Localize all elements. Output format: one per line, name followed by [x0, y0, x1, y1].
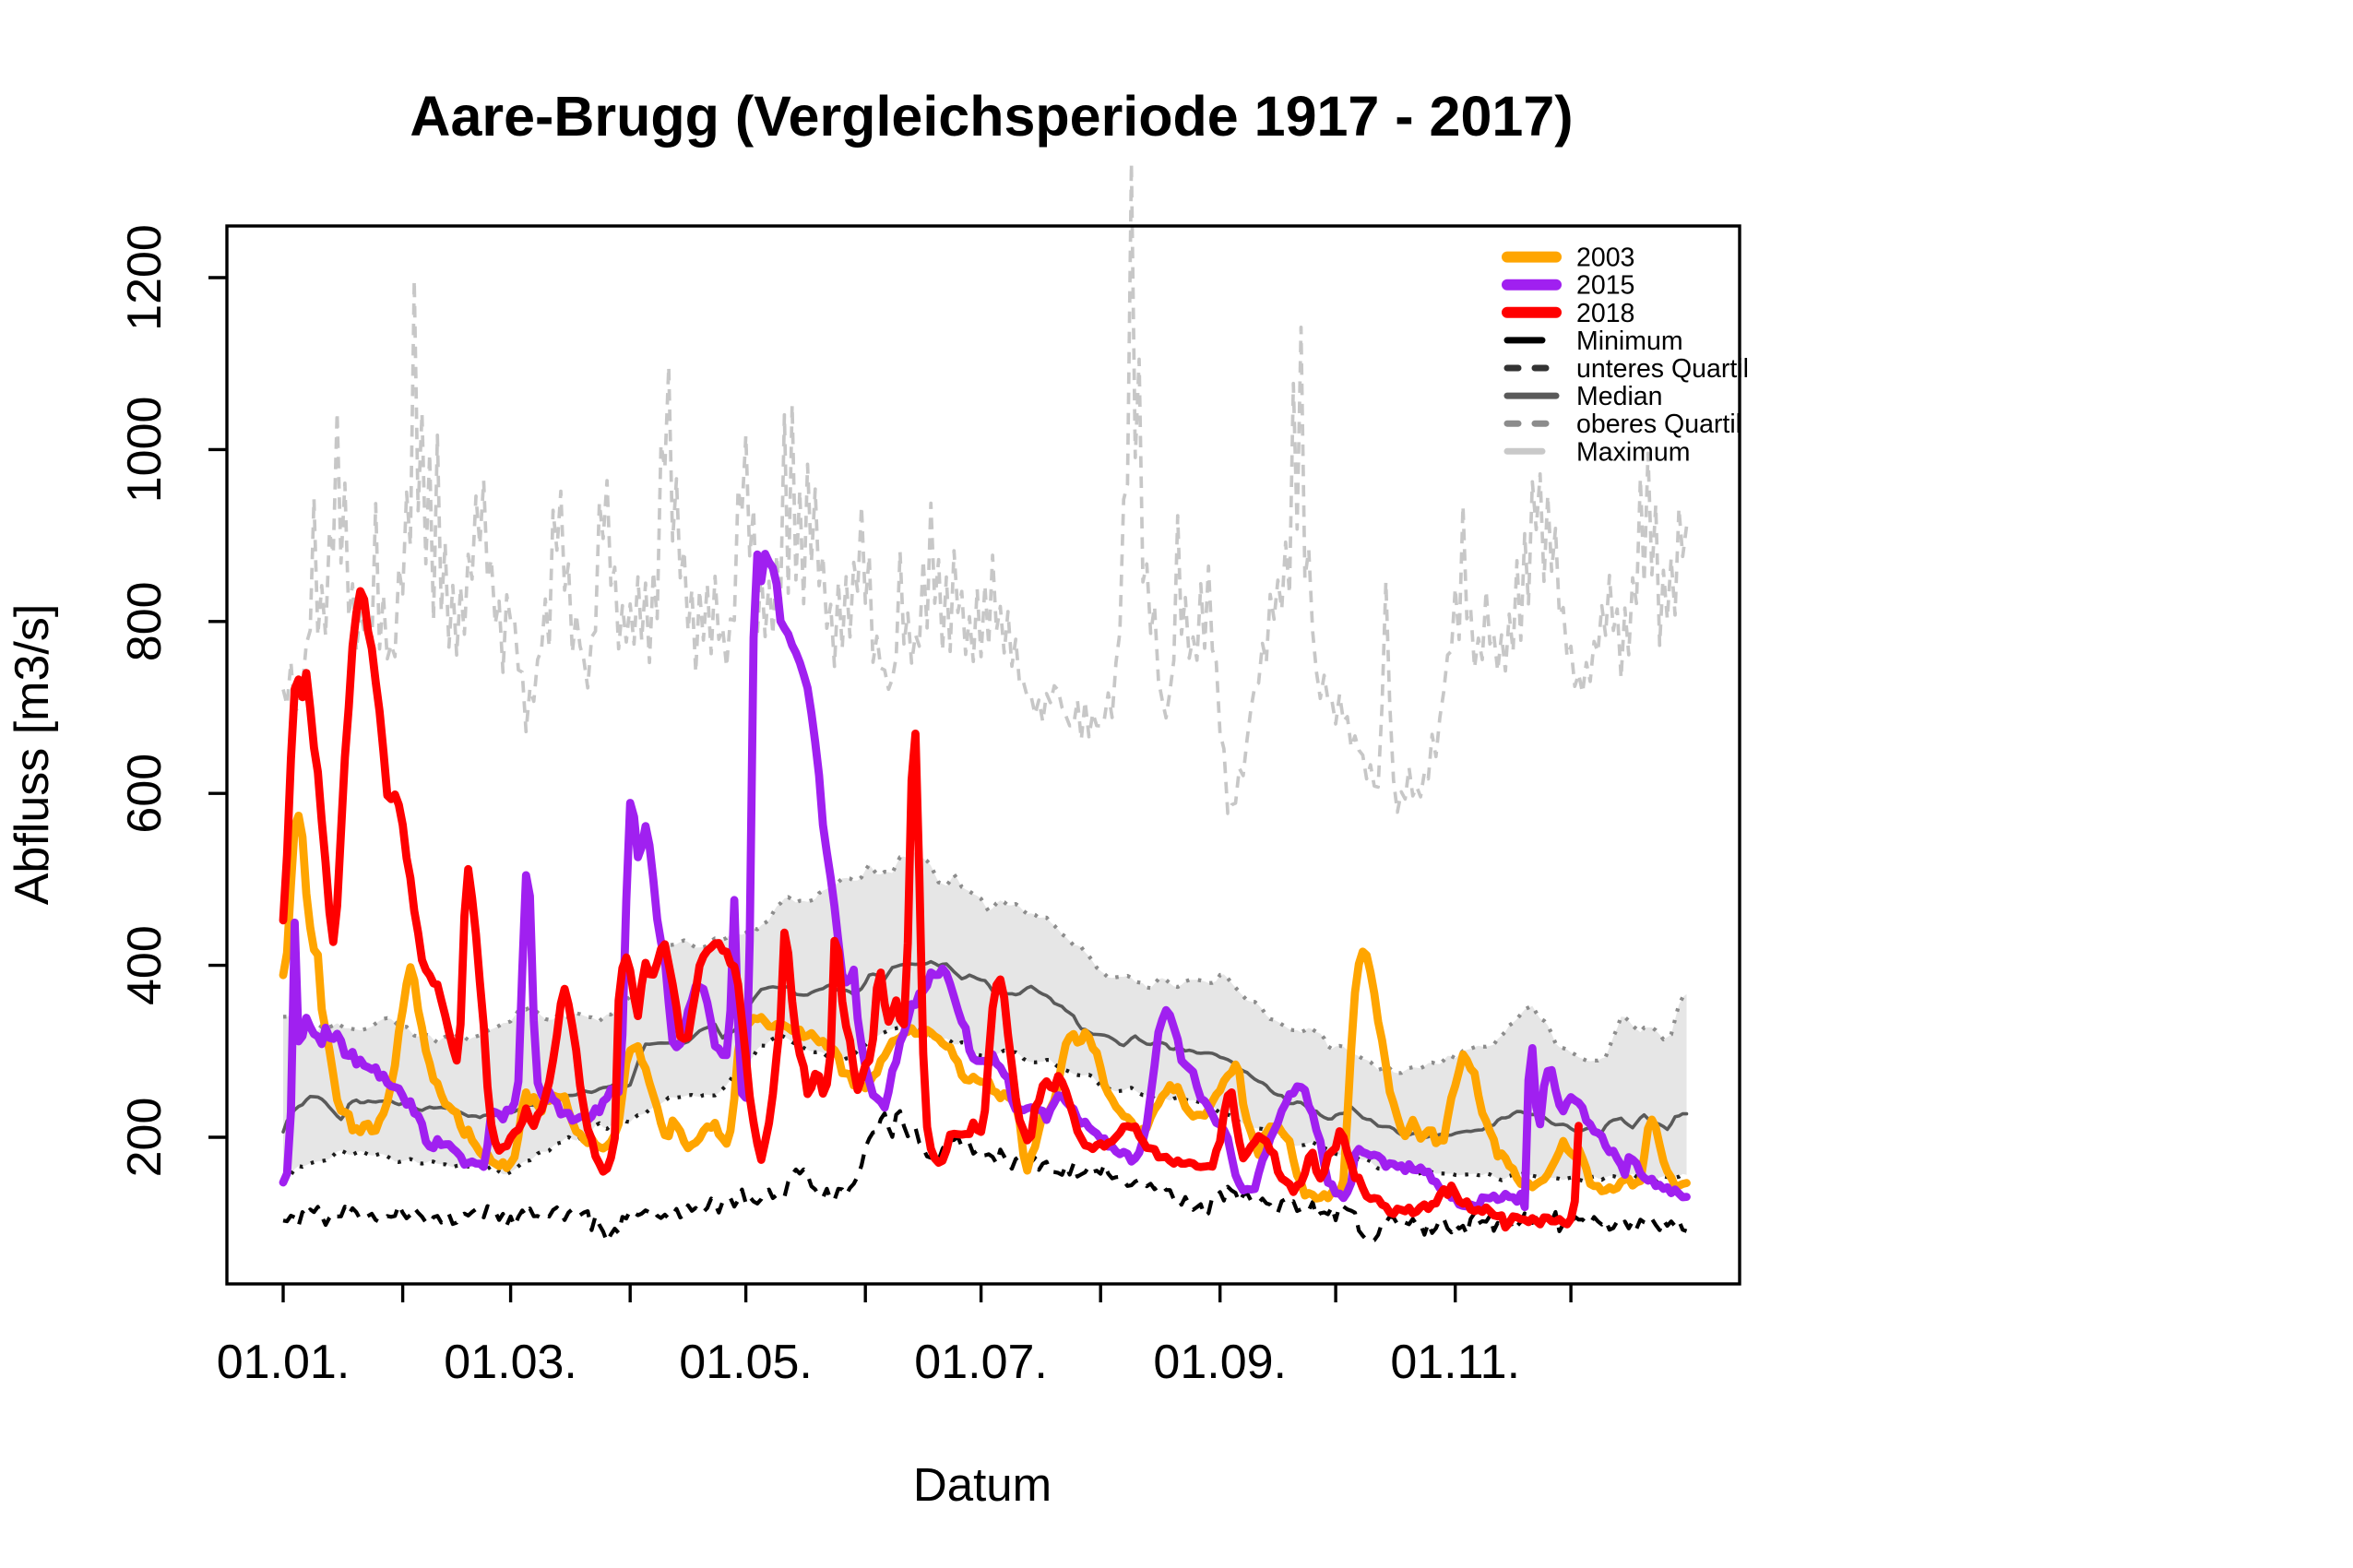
svg-text:2018: 2018: [1576, 299, 1634, 328]
svg-text:01.09.: 01.09.: [1153, 1336, 1287, 1389]
svg-text:800: 800: [118, 581, 172, 661]
svg-text:Abfluss [m3/s]: Abfluss [m3/s]: [6, 604, 59, 906]
svg-text:2003: 2003: [1576, 244, 1634, 273]
svg-text:Median: Median: [1576, 382, 1662, 411]
svg-text:01.01.: 01.01.: [217, 1336, 351, 1389]
svg-text:Aare-Brugg (Vergleichsperiode: Aare-Brugg (Vergleichsperiode 1917 - 201…: [410, 85, 1573, 148]
svg-text:01.05.: 01.05.: [679, 1336, 813, 1389]
svg-text:01.11.: 01.11.: [1390, 1336, 1520, 1389]
svg-text:Datum: Datum: [913, 1458, 1052, 1511]
svg-text:1000: 1000: [118, 397, 172, 504]
svg-text:600: 600: [118, 754, 172, 834]
svg-text:Minimum: Minimum: [1576, 327, 1683, 356]
svg-text:Maximum: Maximum: [1576, 437, 1691, 467]
svg-text:400: 400: [118, 925, 172, 1005]
svg-text:01.07.: 01.07.: [914, 1336, 1048, 1389]
svg-text:01.03.: 01.03.: [444, 1336, 577, 1389]
svg-text:200: 200: [118, 1098, 172, 1178]
svg-text:unteres Quartil: unteres Quartil: [1576, 354, 1749, 384]
svg-text:1200: 1200: [118, 224, 172, 331]
svg-text:oberes Quartil: oberes Quartil: [1576, 410, 1741, 439]
svg-text:2015: 2015: [1576, 271, 1634, 301]
